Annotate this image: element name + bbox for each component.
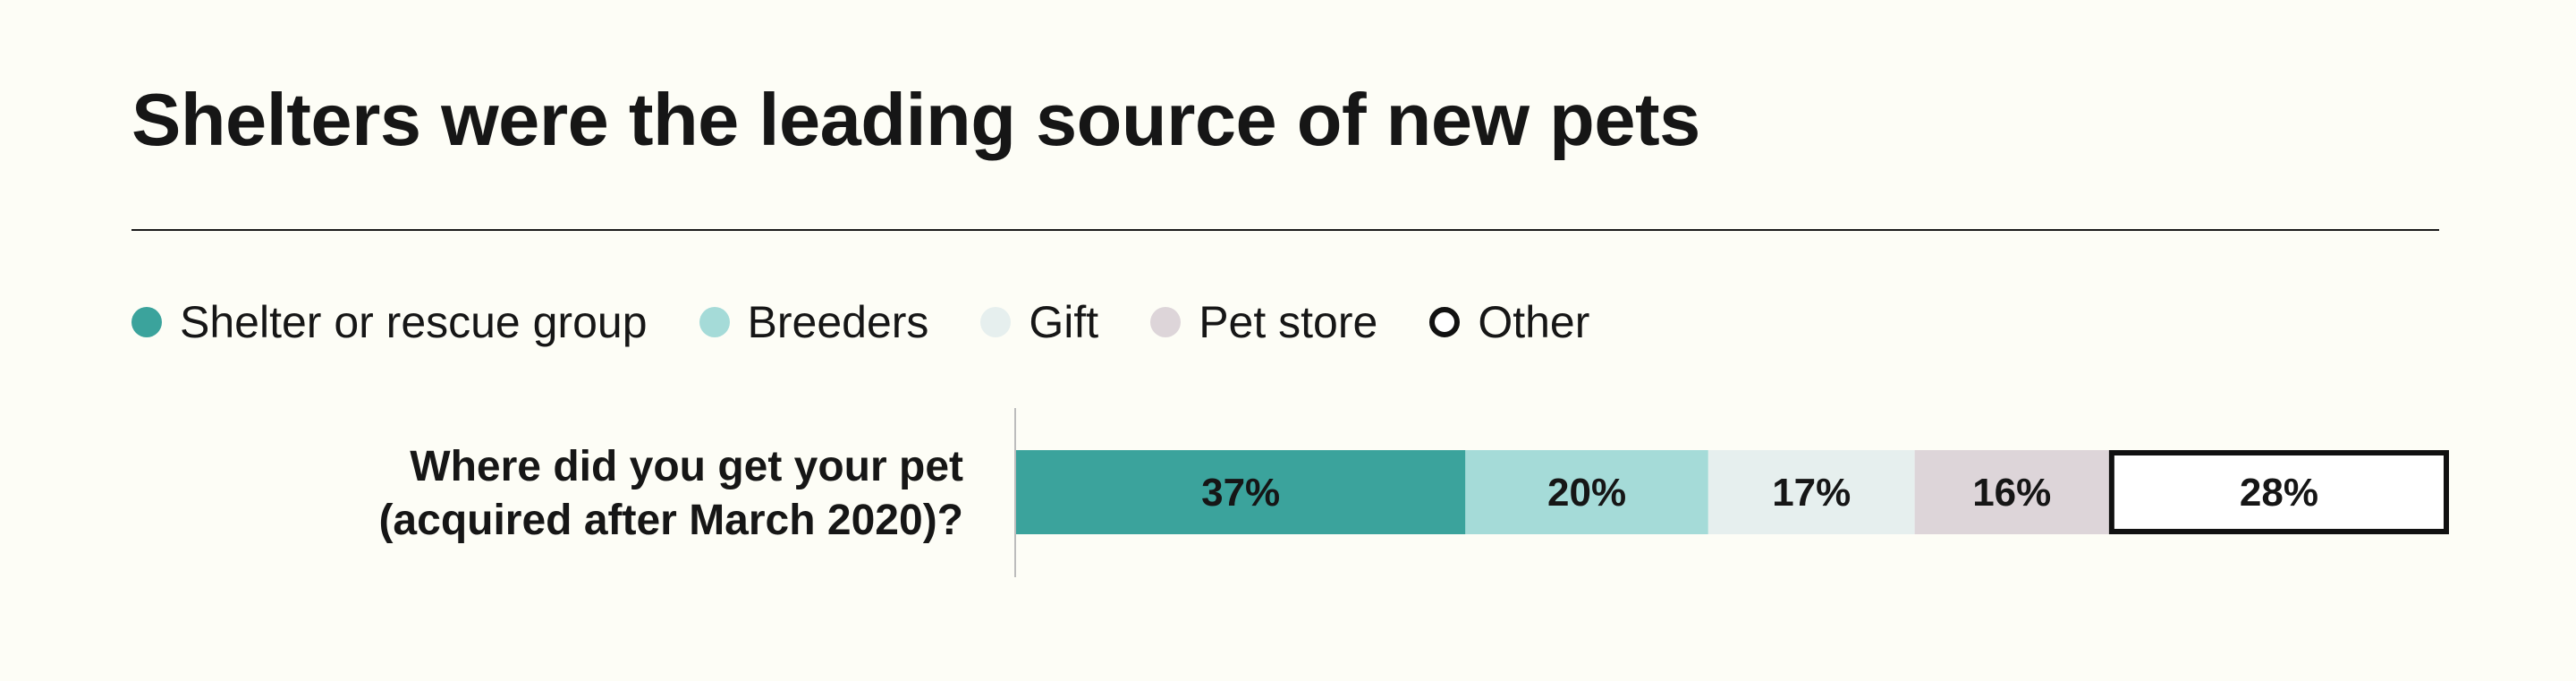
legend-label: Pet store bbox=[1199, 297, 1378, 347]
row-label-line-2: (acquired after March 2020)? bbox=[378, 497, 963, 544]
bar-segment bbox=[2108, 450, 2450, 534]
row-label-line-1: Where did you get your pet bbox=[410, 443, 963, 490]
legend-label: Gift bbox=[1029, 297, 1099, 347]
bar-value-label: 16% bbox=[1972, 471, 2051, 515]
title-divider bbox=[131, 229, 2439, 231]
legend-item: Breeders bbox=[699, 297, 929, 347]
category-axis-line bbox=[1014, 408, 1016, 577]
chart-legend: Shelter or rescue group Breeders Gift Pet s… bbox=[131, 297, 1641, 347]
legend-swatch bbox=[131, 307, 162, 337]
legend-item: Shelter or rescue group bbox=[131, 300, 648, 345]
bar-value-label: 20% bbox=[1547, 471, 1626, 515]
legend-swatch bbox=[1429, 307, 1461, 337]
bar-value-label: 37% bbox=[1201, 471, 1280, 515]
bar-segment bbox=[1914, 450, 2109, 534]
legend-item: Pet store bbox=[1150, 300, 1377, 345]
legend-label: Breeders bbox=[747, 297, 929, 347]
bar-segment bbox=[1016, 450, 1466, 534]
bar-value-label: 17% bbox=[1772, 471, 1851, 515]
legend-swatch bbox=[980, 307, 1012, 337]
chart-title: Shelters were the leading source of new … bbox=[131, 78, 1700, 161]
legend-label: Shelter or rescue group bbox=[180, 297, 648, 347]
legend-swatch bbox=[1150, 307, 1182, 337]
legend-item: Other bbox=[1429, 300, 1589, 345]
bar-segment bbox=[1465, 450, 1708, 534]
bar-value-label: 28% bbox=[2240, 471, 2318, 515]
bar-segment bbox=[1707, 450, 1915, 534]
row-label: Where did you get your pet (acquired aft… bbox=[378, 440, 963, 548]
legend-swatch bbox=[699, 307, 730, 337]
legend-label: Other bbox=[1478, 297, 1590, 347]
legend-item: Gift bbox=[980, 300, 1098, 345]
